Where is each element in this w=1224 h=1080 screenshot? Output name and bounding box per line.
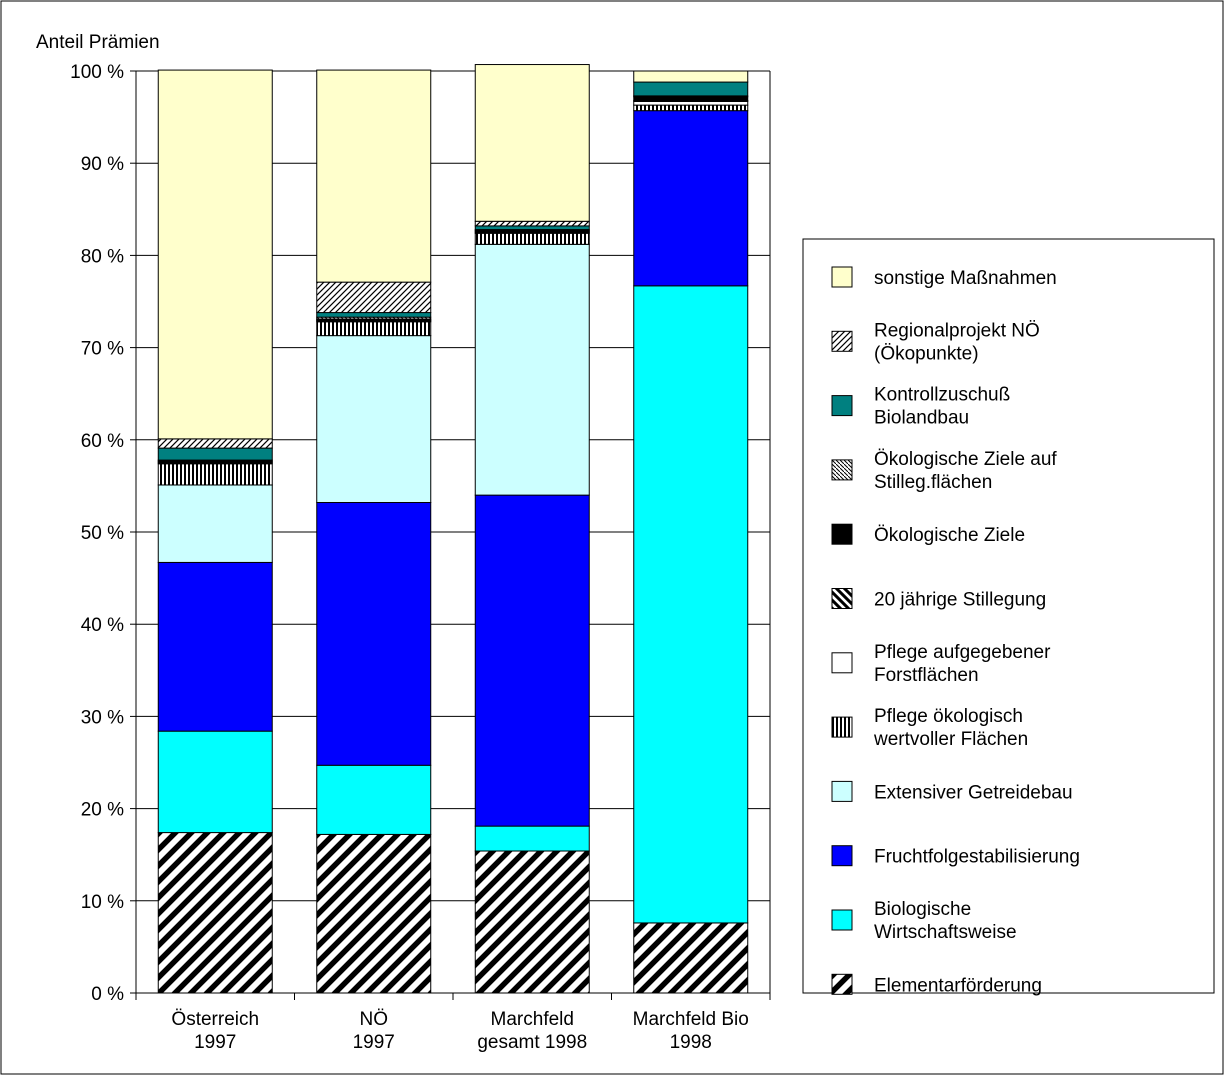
legend-label: 20 jährige Stillegung — [874, 590, 1046, 611]
legend-label: Elementarförderung — [874, 975, 1042, 996]
bar-segment — [633, 81, 749, 97]
legend-label: Ökologische Ziele — [874, 525, 1025, 546]
bar-segment — [474, 232, 590, 245]
legend-swatch — [831, 845, 853, 867]
bar-segment — [316, 335, 432, 503]
legend-box — [802, 238, 1215, 994]
bar-segment — [474, 243, 590, 496]
bar-segment — [157, 730, 273, 834]
y-tick-label: 60 % — [81, 431, 124, 452]
bar-segment — [316, 764, 432, 835]
bar-segment — [633, 70, 749, 83]
legend-swatch — [831, 780, 853, 802]
bar-segment — [157, 484, 273, 563]
bar-segment — [157, 438, 273, 449]
bars — [157, 64, 749, 994]
legend-swatch — [831, 973, 853, 995]
x-tick-label: Marchfeld gesamt 1998 — [477, 1009, 587, 1053]
legend-swatch — [831, 330, 853, 352]
bar-segment — [474, 494, 590, 827]
y-tick-label: 80 % — [81, 246, 124, 267]
y-tick-label: 70 % — [81, 339, 124, 360]
bar-segment — [474, 64, 590, 222]
legend-item: Ökologische Ziele auf Stilleg.flächen — [831, 449, 1057, 493]
axes: 0 % 10 % 20 % 30 % 40 % 50 % 60 % 70 % 80 % 90 % 1… — [70, 62, 771, 1053]
bar-segment — [157, 447, 273, 461]
bar-segment — [157, 561, 273, 732]
bar-segment — [633, 100, 749, 106]
legend-label: sonstige Maßnahmen — [874, 268, 1057, 289]
y-tick-label: 0 % — [91, 984, 124, 1005]
y-tick-label: 90 % — [81, 154, 124, 175]
legend-swatch — [831, 909, 853, 931]
legend-label: Biologische Wirtschaftsweise — [874, 899, 1017, 943]
y-tick-label: 30 % — [81, 707, 124, 728]
legend-item: Pflege ökologisch wertvoller Flächen — [831, 706, 1028, 750]
y-axis-title: Anteil Prämien — [36, 32, 160, 53]
bar-segment — [316, 281, 432, 314]
y-tick-label: 100 % — [70, 62, 124, 83]
bar-segment — [474, 825, 590, 852]
legend-label: Ökologische Ziele auf Stilleg.flächen — [874, 449, 1057, 493]
bar-segment — [633, 110, 749, 287]
y-tick-label: 40 % — [81, 615, 124, 636]
legend-swatch — [831, 459, 853, 481]
legend-item: Kontrollzuschuß Biolandbau — [831, 385, 1010, 429]
bar-segment — [633, 104, 749, 112]
legend-swatch — [831, 716, 853, 738]
bar-segment — [316, 69, 432, 283]
bar-segment — [474, 225, 590, 231]
legend-item: sonstige Maßnahmen — [831, 266, 1057, 289]
bar-segment — [157, 832, 273, 994]
bar-segment — [157, 69, 273, 440]
legend-label: Pflege ökologisch wertvoller Flächen — [873, 706, 1028, 750]
bar-segment — [316, 321, 432, 337]
legend-item: Regionalprojekt NÖ (Ökopunkte) — [831, 320, 1040, 364]
bar-segment — [633, 922, 749, 994]
x-tick-label: Marchfeld Bio 1998 — [633, 1009, 749, 1053]
legend-label: Extensiver Getreidebau — [874, 782, 1073, 803]
bar-segment — [316, 501, 432, 766]
legend-item: Ökologische Ziele — [831, 523, 1025, 546]
legend-swatch — [831, 588, 853, 609]
legend-label: Fruchtfolgestabilisierung — [874, 847, 1080, 868]
legend: sonstige Maßnahmen Regionalprojekt NÖ (Öko… — [802, 238, 1215, 996]
y-tick-label: 50 % — [81, 523, 124, 544]
bar-segment — [633, 285, 749, 924]
legend-swatch — [831, 266, 853, 288]
legend-swatch — [831, 395, 853, 417]
x-tick-label: Österreich 1997 — [171, 1009, 259, 1053]
legend-item: 20 jährige Stillegung — [831, 588, 1046, 611]
bar-segment — [633, 96, 749, 102]
legend-swatch — [831, 652, 853, 674]
x-tick-label: NÖ 1997 — [353, 1009, 395, 1053]
legend-item: Biologische Wirtschaftsweise — [831, 899, 1017, 943]
legend-label: Pflege aufgegebener Forstflächen — [874, 642, 1051, 686]
bar-segment — [157, 463, 273, 486]
legend-item: Pflege aufgegebener Forstflächen — [831, 642, 1051, 686]
legend-item: Fruchtfolgestabilisierung — [831, 845, 1080, 868]
bar-segment — [316, 833, 432, 994]
legend-label: Regionalprojekt NÖ (Ökopunkte) — [874, 320, 1040, 364]
legend-swatch — [831, 523, 853, 545]
y-tick-label: 10 % — [81, 892, 124, 913]
legend-item: Elementarförderung — [831, 973, 1042, 996]
bar-segment — [316, 312, 432, 318]
legend-item: Extensiver Getreidebau — [831, 780, 1073, 803]
legend-label: Kontrollzuschuß Biolandbau — [874, 385, 1010, 429]
y-tick-label: 20 % — [81, 800, 124, 821]
bar-segment — [474, 220, 590, 227]
bar-segment — [474, 850, 590, 994]
